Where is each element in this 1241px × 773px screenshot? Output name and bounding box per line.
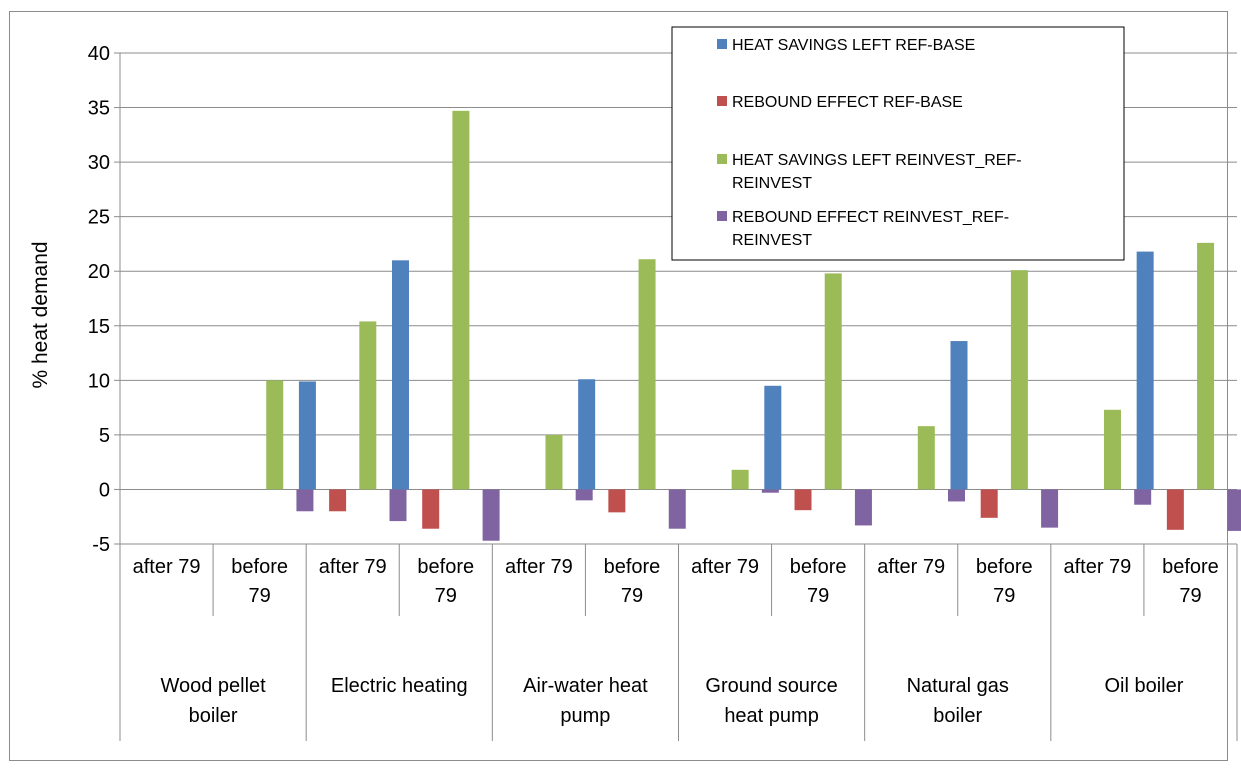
subcategory-label: 79	[1179, 585, 1201, 607]
subcategory-label: before	[790, 556, 847, 578]
legend-label: REBOUND EFFECT REINVEST_REF-	[732, 209, 1009, 226]
bar	[329, 489, 347, 512]
legend-swatch	[717, 154, 727, 164]
group-label: heat pump	[724, 705, 819, 727]
bar	[608, 489, 626, 513]
bar	[296, 489, 314, 512]
bar	[950, 341, 968, 490]
bar	[359, 321, 377, 490]
bar	[764, 385, 782, 490]
y-tick-label: 15	[88, 316, 110, 338]
y-tick-label: 40	[88, 43, 110, 65]
bar	[794, 489, 812, 511]
bar	[1010, 270, 1028, 490]
legend-swatch	[717, 96, 727, 106]
subcategory-label: before	[231, 556, 288, 578]
bar	[1041, 489, 1059, 528]
bar	[948, 489, 966, 502]
group-label: Natural gas	[907, 675, 1009, 697]
bar	[854, 489, 872, 526]
subcategory-label: before	[976, 556, 1033, 578]
legend: HEAT SAVINGS LEFT REF-BASE REBOUND EFFECT…	[671, 26, 1125, 261]
bar	[1134, 489, 1152, 505]
legend-box	[671, 26, 1125, 261]
bar	[761, 489, 779, 493]
group-label: Air-water heat	[523, 675, 648, 697]
legend-label: REINVEST	[732, 232, 812, 249]
subcategory-label: 79	[807, 585, 829, 607]
group-label: Oil boiler	[1104, 675, 1183, 697]
subcategory-label: before	[1162, 556, 1219, 578]
subcategory-label: after 79	[691, 556, 759, 578]
y-tick-label: 20	[88, 261, 110, 283]
bar	[731, 469, 749, 490]
legend-label: HEAT SAVINGS LEFT REINVEST_REF-	[732, 152, 1022, 169]
subcategory-label: after 79	[505, 556, 573, 578]
y-axis-label: % heat demand	[29, 241, 52, 388]
x-axis-categories: after 79 before 79 Wood pellet boiler after 7…	[133, 556, 1219, 727]
subcategory-label: before	[604, 556, 661, 578]
bars	[266, 110, 1241, 541]
bar	[1166, 489, 1184, 530]
bar	[575, 489, 593, 501]
y-tick-label: 5	[99, 425, 110, 447]
bar	[1103, 409, 1121, 490]
bar	[422, 489, 440, 529]
subcategory-label: before	[417, 556, 474, 578]
bar	[578, 379, 596, 490]
subcategory-label: after 79	[319, 556, 387, 578]
subcategory-label: 79	[249, 585, 271, 607]
legend-swatch	[717, 211, 727, 221]
bar	[482, 489, 500, 541]
bar	[298, 381, 316, 490]
bar	[1136, 251, 1154, 490]
axes: 40 35 30 25 20 15 10 5 0 -5	[88, 43, 1238, 741]
group-label: Electric heating	[331, 675, 468, 697]
subcategory-label: 79	[993, 585, 1015, 607]
group-label: pump	[560, 705, 610, 727]
bar	[545, 434, 563, 490]
y-tick-label: 0	[99, 479, 110, 501]
legend-swatch	[717, 39, 727, 49]
bar	[917, 426, 935, 490]
subcategory-label: 79	[435, 585, 457, 607]
legend-label: HEAT SAVINGS LEFT REF-BASE	[732, 37, 975, 54]
legend-label: REINVEST	[732, 175, 812, 192]
bar	[1227, 489, 1241, 531]
group-label: boiler	[933, 705, 982, 727]
legend-items: HEAT SAVINGS LEFT REF-BASE REBOUND EFFECT…	[717, 37, 1022, 249]
subcategory-label: after 79	[1063, 556, 1131, 578]
group-label: Wood pellet	[160, 675, 266, 697]
bar	[452, 110, 470, 490]
bar	[668, 489, 686, 529]
bar	[1197, 242, 1215, 490]
y-tick-label: 30	[88, 152, 110, 174]
subcategory-label: 79	[621, 585, 643, 607]
y-tick-label: 10	[88, 370, 110, 392]
subcategory-label: after 79	[877, 556, 945, 578]
bar	[389, 489, 407, 522]
bar	[638, 259, 656, 490]
y-tick-label: 35	[88, 98, 110, 120]
bar	[391, 260, 409, 490]
legend-label: REBOUND EFFECT REF-BASE	[732, 94, 963, 111]
y-tick-label: 25	[88, 207, 110, 229]
subcategory-label: after 79	[133, 556, 201, 578]
group-label: boiler	[189, 705, 238, 727]
bar	[824, 273, 842, 490]
y-tick-label: -5	[92, 534, 110, 556]
bar	[266, 380, 284, 490]
group-label: Ground source	[705, 675, 837, 697]
bar	[980, 489, 998, 518]
